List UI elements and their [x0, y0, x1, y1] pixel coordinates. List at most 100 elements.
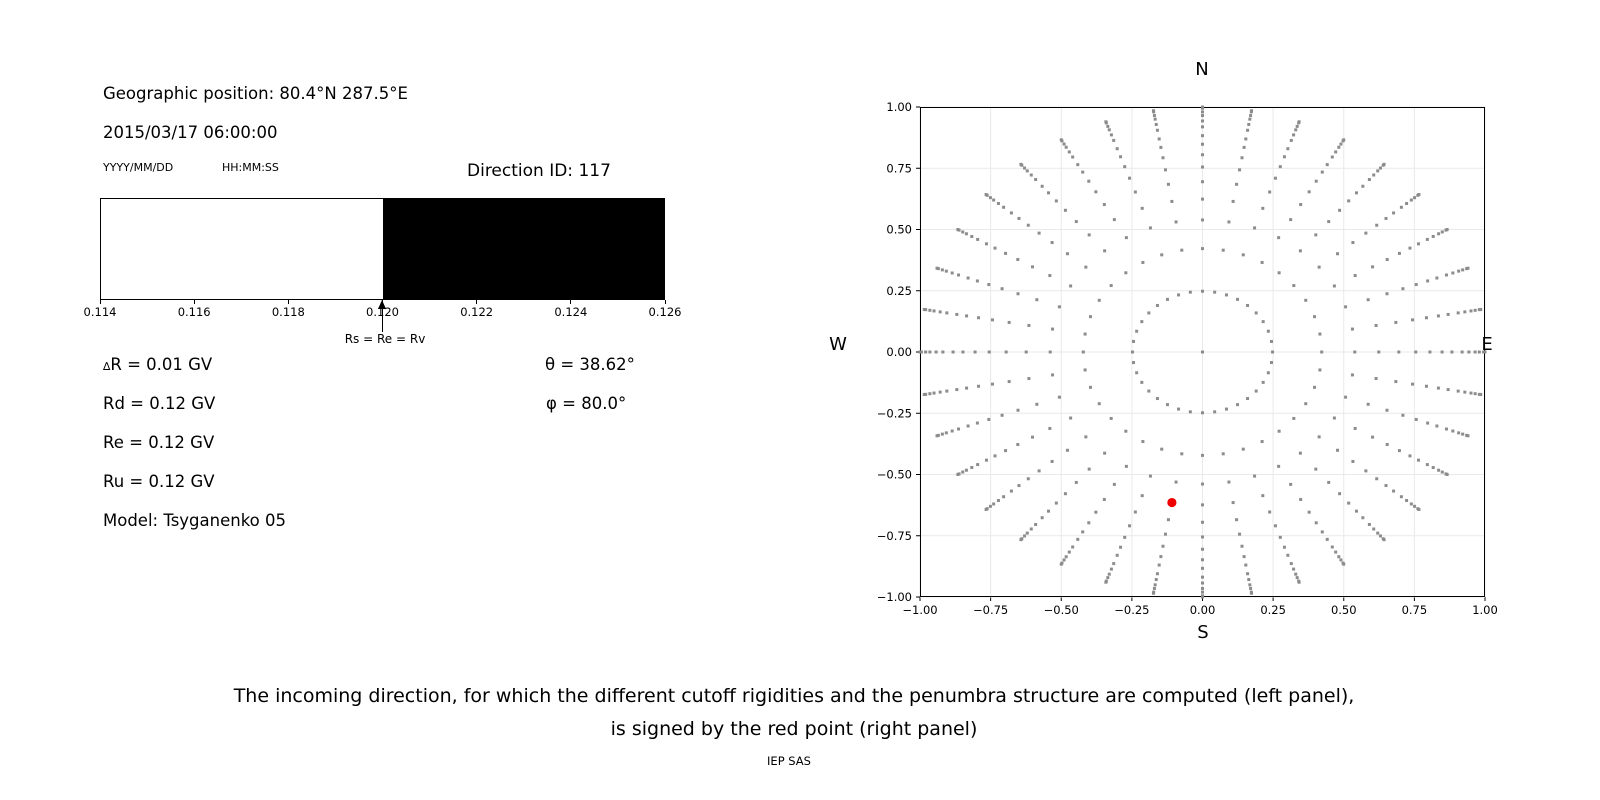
- direction-dot: [1440, 470, 1444, 474]
- direction-dot: [1445, 228, 1449, 231]
- direction-dot: [987, 283, 991, 287]
- direction-dot: [988, 196, 992, 200]
- direction-dot: [1076, 163, 1080, 167]
- direction-dot: [1374, 323, 1378, 327]
- direction-dot: [1123, 165, 1127, 169]
- direction-dot: [1159, 145, 1163, 149]
- direction-dot: [1253, 474, 1257, 478]
- direction-dot: [956, 228, 960, 231]
- direction-dot: [1097, 298, 1101, 302]
- direction-dot: [1048, 426, 1052, 430]
- direction-dot: [1016, 258, 1020, 262]
- direction-dot: [1103, 451, 1107, 455]
- direction-dot: [1034, 522, 1038, 526]
- direction-dot: [1034, 178, 1038, 182]
- direction-dot: [1277, 429, 1281, 433]
- direction-dot: [1166, 182, 1170, 186]
- direction-dot: [1437, 468, 1441, 472]
- direction-dot: [1157, 563, 1161, 567]
- direction-dot: [1456, 311, 1460, 315]
- direction-dot: [1147, 311, 1151, 315]
- direction-dot: [990, 382, 994, 386]
- direction-dot: [1124, 236, 1128, 240]
- direction-dot: [1417, 507, 1421, 511]
- direction-dot: [1074, 480, 1078, 484]
- direction-dot: [1437, 232, 1441, 236]
- direction-dot: [1392, 211, 1396, 215]
- direction-dot: [1221, 248, 1225, 252]
- direction-dot: [1273, 524, 1277, 528]
- direction-dot: [1249, 586, 1253, 590]
- direction-dot: [1394, 320, 1398, 324]
- direction-dot: [1135, 329, 1139, 333]
- direction-dot: [1414, 417, 1418, 421]
- direction-dot: [1141, 440, 1145, 444]
- direction-dot: [984, 242, 988, 246]
- direction-dot: [1236, 297, 1240, 301]
- direction-dot: [1104, 580, 1108, 584]
- direction-dot: [1446, 312, 1450, 316]
- direction-dot: [1332, 284, 1336, 288]
- direction-dot: [1351, 459, 1355, 463]
- direction-dot: [1062, 142, 1066, 146]
- direction-dot: [1314, 467, 1318, 471]
- direction-dot: [1094, 510, 1098, 514]
- direction-dot: [1425, 237, 1429, 241]
- direction-dot: [1201, 218, 1204, 222]
- direction-dot: [1268, 510, 1272, 514]
- direction-dot: [956, 473, 960, 476]
- direction-dot: [1298, 249, 1302, 253]
- direction-dot: [1397, 350, 1401, 354]
- direction-dot: [1057, 305, 1061, 309]
- direction-dot: [1350, 327, 1354, 331]
- direction-dot: [1035, 298, 1039, 302]
- direction-dot: [1277, 271, 1281, 275]
- param-re: Re = 0.12 GV: [103, 433, 215, 452]
- penumbra-segment: [101, 199, 383, 299]
- direction-dot: [1339, 142, 1343, 146]
- param-delta-r: ∆R = 0.01 GV: [103, 356, 212, 374]
- direction-dot: [1040, 184, 1044, 188]
- direction-dot: [1029, 527, 1033, 531]
- direction-dot: [932, 309, 936, 313]
- direction-dot: [1424, 316, 1428, 320]
- direction-dot: [1378, 166, 1382, 170]
- direction-dot: [1367, 178, 1371, 182]
- direction-dot: [950, 271, 954, 275]
- direction-dot: [1140, 320, 1144, 324]
- direction-dot: [1413, 196, 1417, 200]
- direction-dot: [1295, 576, 1299, 580]
- direction-dot: [1295, 124, 1299, 128]
- direction-dot: [1201, 411, 1204, 415]
- y-tick-label: 0.75: [886, 161, 912, 175]
- direction-dot: [1087, 179, 1091, 183]
- direction-dot: [1112, 482, 1116, 486]
- direction-dot: [1299, 497, 1303, 501]
- direction-dot: [1444, 273, 1448, 277]
- direction-dot: [1428, 350, 1432, 354]
- direction-dot: [1201, 535, 1204, 539]
- direction-dot: [965, 314, 969, 318]
- direction-dot: [1469, 391, 1473, 395]
- direction-dot: [1007, 380, 1011, 384]
- direction-dot: [1083, 332, 1087, 336]
- direction-dot: [1483, 350, 1487, 354]
- direction-dot: [1153, 117, 1157, 121]
- direction-dot: [1076, 537, 1080, 541]
- direction-dot: [1253, 226, 1257, 230]
- direction-dot: [1372, 527, 1376, 531]
- direction-dot: [1235, 518, 1239, 522]
- direction-dot: [1112, 138, 1116, 142]
- direction-dot: [1473, 350, 1477, 354]
- direction-dot: [1304, 298, 1308, 302]
- direction-dot: [1009, 211, 1013, 215]
- compass-north-label: N: [1195, 59, 1209, 80]
- direction-dot: [1382, 538, 1386, 542]
- direction-dot: [1292, 567, 1296, 571]
- x-tick-label: 1.00: [1472, 603, 1498, 617]
- direction-dot: [944, 431, 948, 435]
- direction-dot: [1067, 150, 1071, 154]
- direction-dot: [1213, 410, 1217, 414]
- direction-dot: [1201, 165, 1204, 169]
- direction-dot: [1109, 416, 1113, 420]
